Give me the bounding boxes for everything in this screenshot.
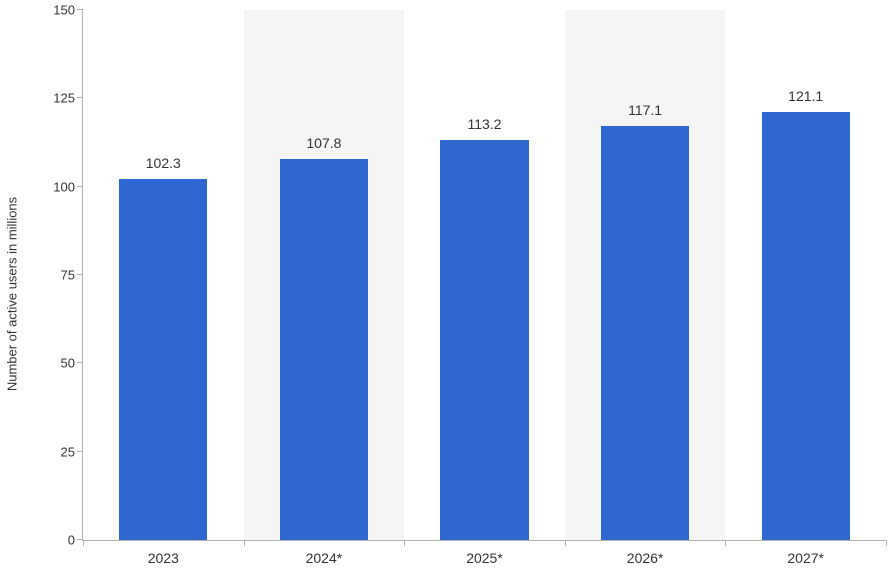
y-tick-mark — [77, 9, 83, 10]
y-tick-mark — [77, 362, 83, 363]
y-tick-mark — [77, 451, 83, 452]
x-tick-mark — [725, 540, 726, 546]
x-tick-mark — [404, 540, 405, 546]
bar: 117.1 — [601, 126, 689, 540]
bar: 113.2 — [440, 140, 528, 540]
bar-value-label: 107.8 — [306, 135, 341, 159]
bar: 102.3 — [119, 179, 207, 540]
y-tick-label: 0 — [43, 533, 83, 548]
y-tick-label: 50 — [43, 356, 83, 371]
bar: 107.8 — [280, 159, 368, 540]
plot-container: 0255075100125150102.32023107.82024*113.2… — [82, 10, 886, 541]
y-tick-label: 150 — [43, 3, 83, 18]
bar-value-label: 121.1 — [788, 88, 823, 112]
x-tick-label: 2026* — [627, 540, 664, 566]
x-tick-label: 2025* — [466, 540, 503, 566]
x-tick-mark — [244, 540, 245, 546]
x-tick-label: 2027* — [787, 540, 824, 566]
y-tick-label: 100 — [43, 179, 83, 194]
y-tick-label: 75 — [43, 268, 83, 283]
y-tick-mark — [77, 97, 83, 98]
plot-area: 0255075100125150102.32023107.82024*113.2… — [82, 10, 886, 541]
bar: 121.1 — [762, 112, 850, 540]
bar-value-label: 102.3 — [146, 155, 181, 179]
y-tick-mark — [77, 186, 83, 187]
x-tick-mark — [565, 540, 566, 546]
x-tick-label: 2024* — [306, 540, 343, 566]
bar-value-label: 117.1 — [628, 102, 662, 126]
y-tick-label: 25 — [43, 444, 83, 459]
x-tick-mark — [83, 540, 84, 546]
x-tick-label: 2023 — [148, 540, 179, 566]
x-tick-mark — [886, 540, 887, 546]
y-tick-mark — [77, 274, 83, 275]
y-tick-label: 125 — [43, 91, 83, 106]
bar-value-label: 113.2 — [467, 116, 501, 140]
y-axis-label: Number of active users in millions — [5, 196, 20, 390]
bar-chart: Number of active users in millions 02550… — [20, 10, 886, 577]
